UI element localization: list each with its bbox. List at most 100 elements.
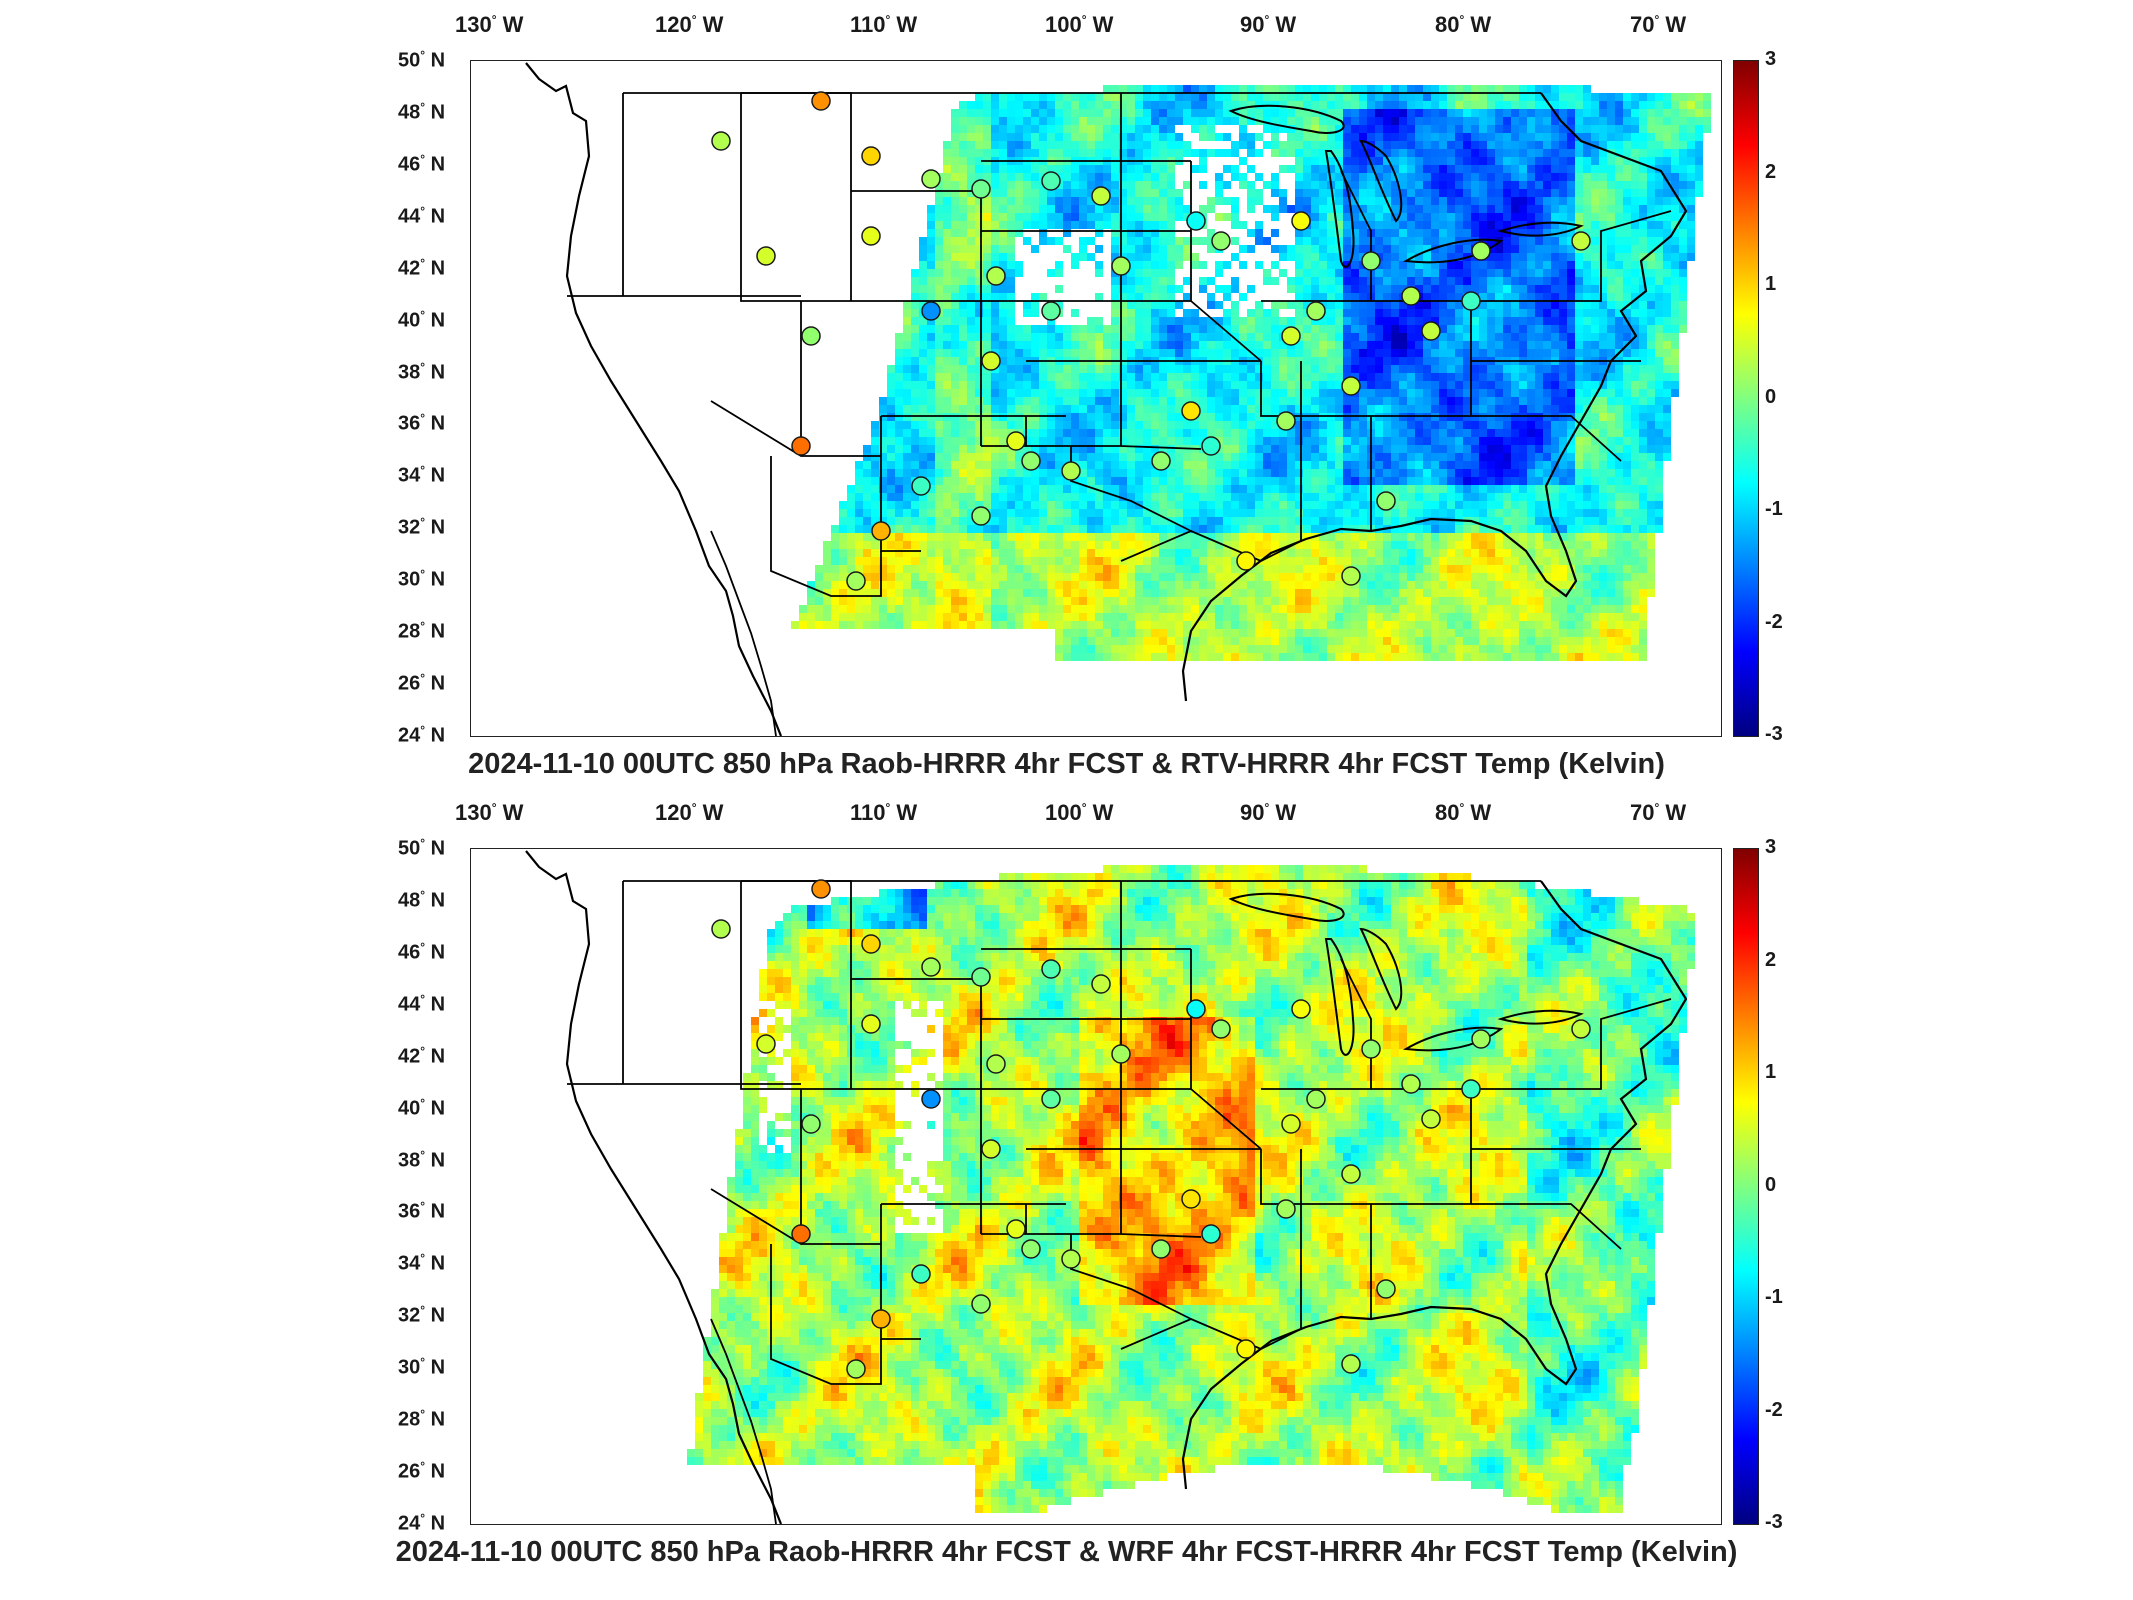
lon-label-value: 120 bbox=[655, 800, 692, 825]
lat-label-value: 40 bbox=[398, 309, 421, 332]
degree-symbol: ° bbox=[691, 800, 697, 815]
colorbar-tick: -1 bbox=[1765, 1286, 1783, 1308]
raob-station-marker bbox=[1291, 211, 1311, 231]
lat-label-value: 44 bbox=[398, 993, 421, 1016]
lat-label: 26° N bbox=[398, 671, 445, 696]
map-bottom bbox=[525, 850, 1695, 1524]
degree-symbol: ° bbox=[420, 1355, 426, 1370]
lon-label-hemisphere: W bbox=[890, 800, 918, 825]
lake-outline bbox=[1497, 221, 1584, 237]
lon-label: 130° W bbox=[455, 800, 523, 826]
lat-label: 44° N bbox=[398, 204, 445, 229]
raob-station-marker bbox=[756, 1034, 776, 1054]
lon-label-hemisphere: W bbox=[1659, 800, 1687, 825]
lon-label-value: 130 bbox=[455, 12, 492, 37]
lake-outline bbox=[1324, 150, 1355, 268]
lon-label-hemisphere: W bbox=[1269, 800, 1297, 825]
lon-label: 120° W bbox=[655, 12, 723, 38]
raob-stations bbox=[711, 879, 1591, 1379]
lat-label-hemisphere: N bbox=[425, 361, 446, 384]
degree-symbol: ° bbox=[420, 48, 426, 62]
lon-label-value: 90 bbox=[1240, 800, 1265, 825]
state-border-line bbox=[1471, 1203, 1622, 1250]
lat-label-hemisphere: N bbox=[425, 889, 446, 912]
state-border-line bbox=[1471, 998, 1672, 1090]
colorbar-tick: -2 bbox=[1765, 610, 1783, 633]
lat-label: 46° N bbox=[398, 940, 445, 965]
raob-station-marker bbox=[1341, 376, 1361, 396]
raob-station-marker bbox=[1401, 1074, 1421, 1094]
lake-outline bbox=[1497, 1009, 1584, 1025]
state-boundaries bbox=[525, 62, 1688, 736]
raob-station-marker bbox=[1006, 431, 1026, 451]
lat-label: 32° N bbox=[398, 1303, 445, 1328]
raob-station-marker bbox=[911, 476, 931, 496]
raob-station-marker bbox=[1111, 256, 1131, 276]
lat-label-value: 26 bbox=[398, 672, 421, 695]
raob-station-marker bbox=[1021, 451, 1041, 471]
raob-station-marker bbox=[1291, 999, 1311, 1019]
raob-station-marker bbox=[971, 967, 991, 987]
lon-label: 90° W bbox=[1240, 12, 1296, 38]
degree-symbol: ° bbox=[420, 1043, 426, 1058]
lon-label: 70° W bbox=[1630, 800, 1686, 826]
state-border-line bbox=[1471, 415, 1622, 462]
degree-symbol: ° bbox=[420, 836, 426, 850]
raob-station-marker bbox=[1471, 1029, 1491, 1049]
raob-station-marker bbox=[756, 246, 776, 266]
degree-symbol: ° bbox=[491, 12, 497, 27]
raob-station-marker bbox=[1091, 974, 1111, 994]
map-top bbox=[525, 62, 1711, 736]
lon-label-value: 110 bbox=[850, 800, 886, 825]
lake-outline bbox=[1402, 1026, 1504, 1052]
raob-station-marker bbox=[846, 1359, 866, 1379]
lat-label-hemisphere: N bbox=[425, 49, 446, 72]
lat-label-value: 36 bbox=[398, 1201, 421, 1224]
colorbar-tick: 2 bbox=[1765, 160, 1777, 183]
lat-label-hemisphere: N bbox=[425, 568, 446, 591]
lat-label-value: 48 bbox=[398, 889, 421, 912]
state-border-line bbox=[741, 92, 852, 191]
lat-label-value: 42 bbox=[398, 1045, 421, 1068]
west-coastline bbox=[525, 62, 783, 736]
raob-station-marker bbox=[1151, 451, 1171, 471]
lon-label: 130° W bbox=[455, 12, 523, 38]
raob-station-marker bbox=[711, 919, 731, 939]
degree-symbol: ° bbox=[420, 671, 426, 686]
raob-station-marker bbox=[1306, 1089, 1326, 1109]
degree-symbol: ° bbox=[420, 1147, 426, 1162]
lat-label: 42° N bbox=[398, 1044, 445, 1069]
lat-label-hemisphere: N bbox=[425, 672, 446, 695]
raob-station-marker bbox=[811, 91, 831, 111]
degree-symbol: ° bbox=[420, 1407, 426, 1422]
raob-station-marker bbox=[1041, 301, 1061, 321]
lat-label-hemisphere: N bbox=[425, 724, 446, 747]
state-border-line bbox=[770, 456, 882, 597]
degree-symbol: ° bbox=[420, 203, 426, 218]
degree-symbol: ° bbox=[885, 12, 891, 27]
great-lakes bbox=[1228, 104, 1584, 268]
lat-label-hemisphere: N bbox=[425, 1304, 446, 1327]
panel-title-top: 2024-11-10 00UTC 850 hPa Raob-HRRR 4hr F… bbox=[468, 748, 1665, 780]
lat-label: 50° N bbox=[398, 48, 445, 73]
degree-symbol: ° bbox=[420, 619, 426, 634]
raob-station-marker bbox=[1021, 1239, 1041, 1259]
degree-symbol: ° bbox=[420, 1303, 426, 1318]
raob-station-marker bbox=[1236, 1339, 1256, 1359]
lon-label-hemisphere: W bbox=[696, 800, 724, 825]
state-border-line bbox=[770, 1244, 882, 1385]
lat-label: 30° N bbox=[398, 1355, 445, 1380]
raob-station-marker bbox=[921, 1089, 941, 1109]
degree-symbol: ° bbox=[420, 887, 426, 902]
colorbar-tick: 3 bbox=[1765, 836, 1777, 858]
map-frame-top bbox=[470, 60, 1722, 737]
degree-symbol: ° bbox=[1264, 800, 1270, 815]
lat-label: 44° N bbox=[398, 992, 445, 1017]
lon-label-hemisphere: W bbox=[1659, 12, 1687, 37]
degree-symbol: ° bbox=[1081, 12, 1087, 27]
raob-station-marker bbox=[1461, 1079, 1481, 1099]
lake-outline bbox=[1228, 892, 1345, 922]
colorbar-tick: 0 bbox=[1765, 385, 1777, 408]
raob-station-marker bbox=[981, 1139, 1001, 1159]
raob-station-marker bbox=[1201, 436, 1221, 456]
